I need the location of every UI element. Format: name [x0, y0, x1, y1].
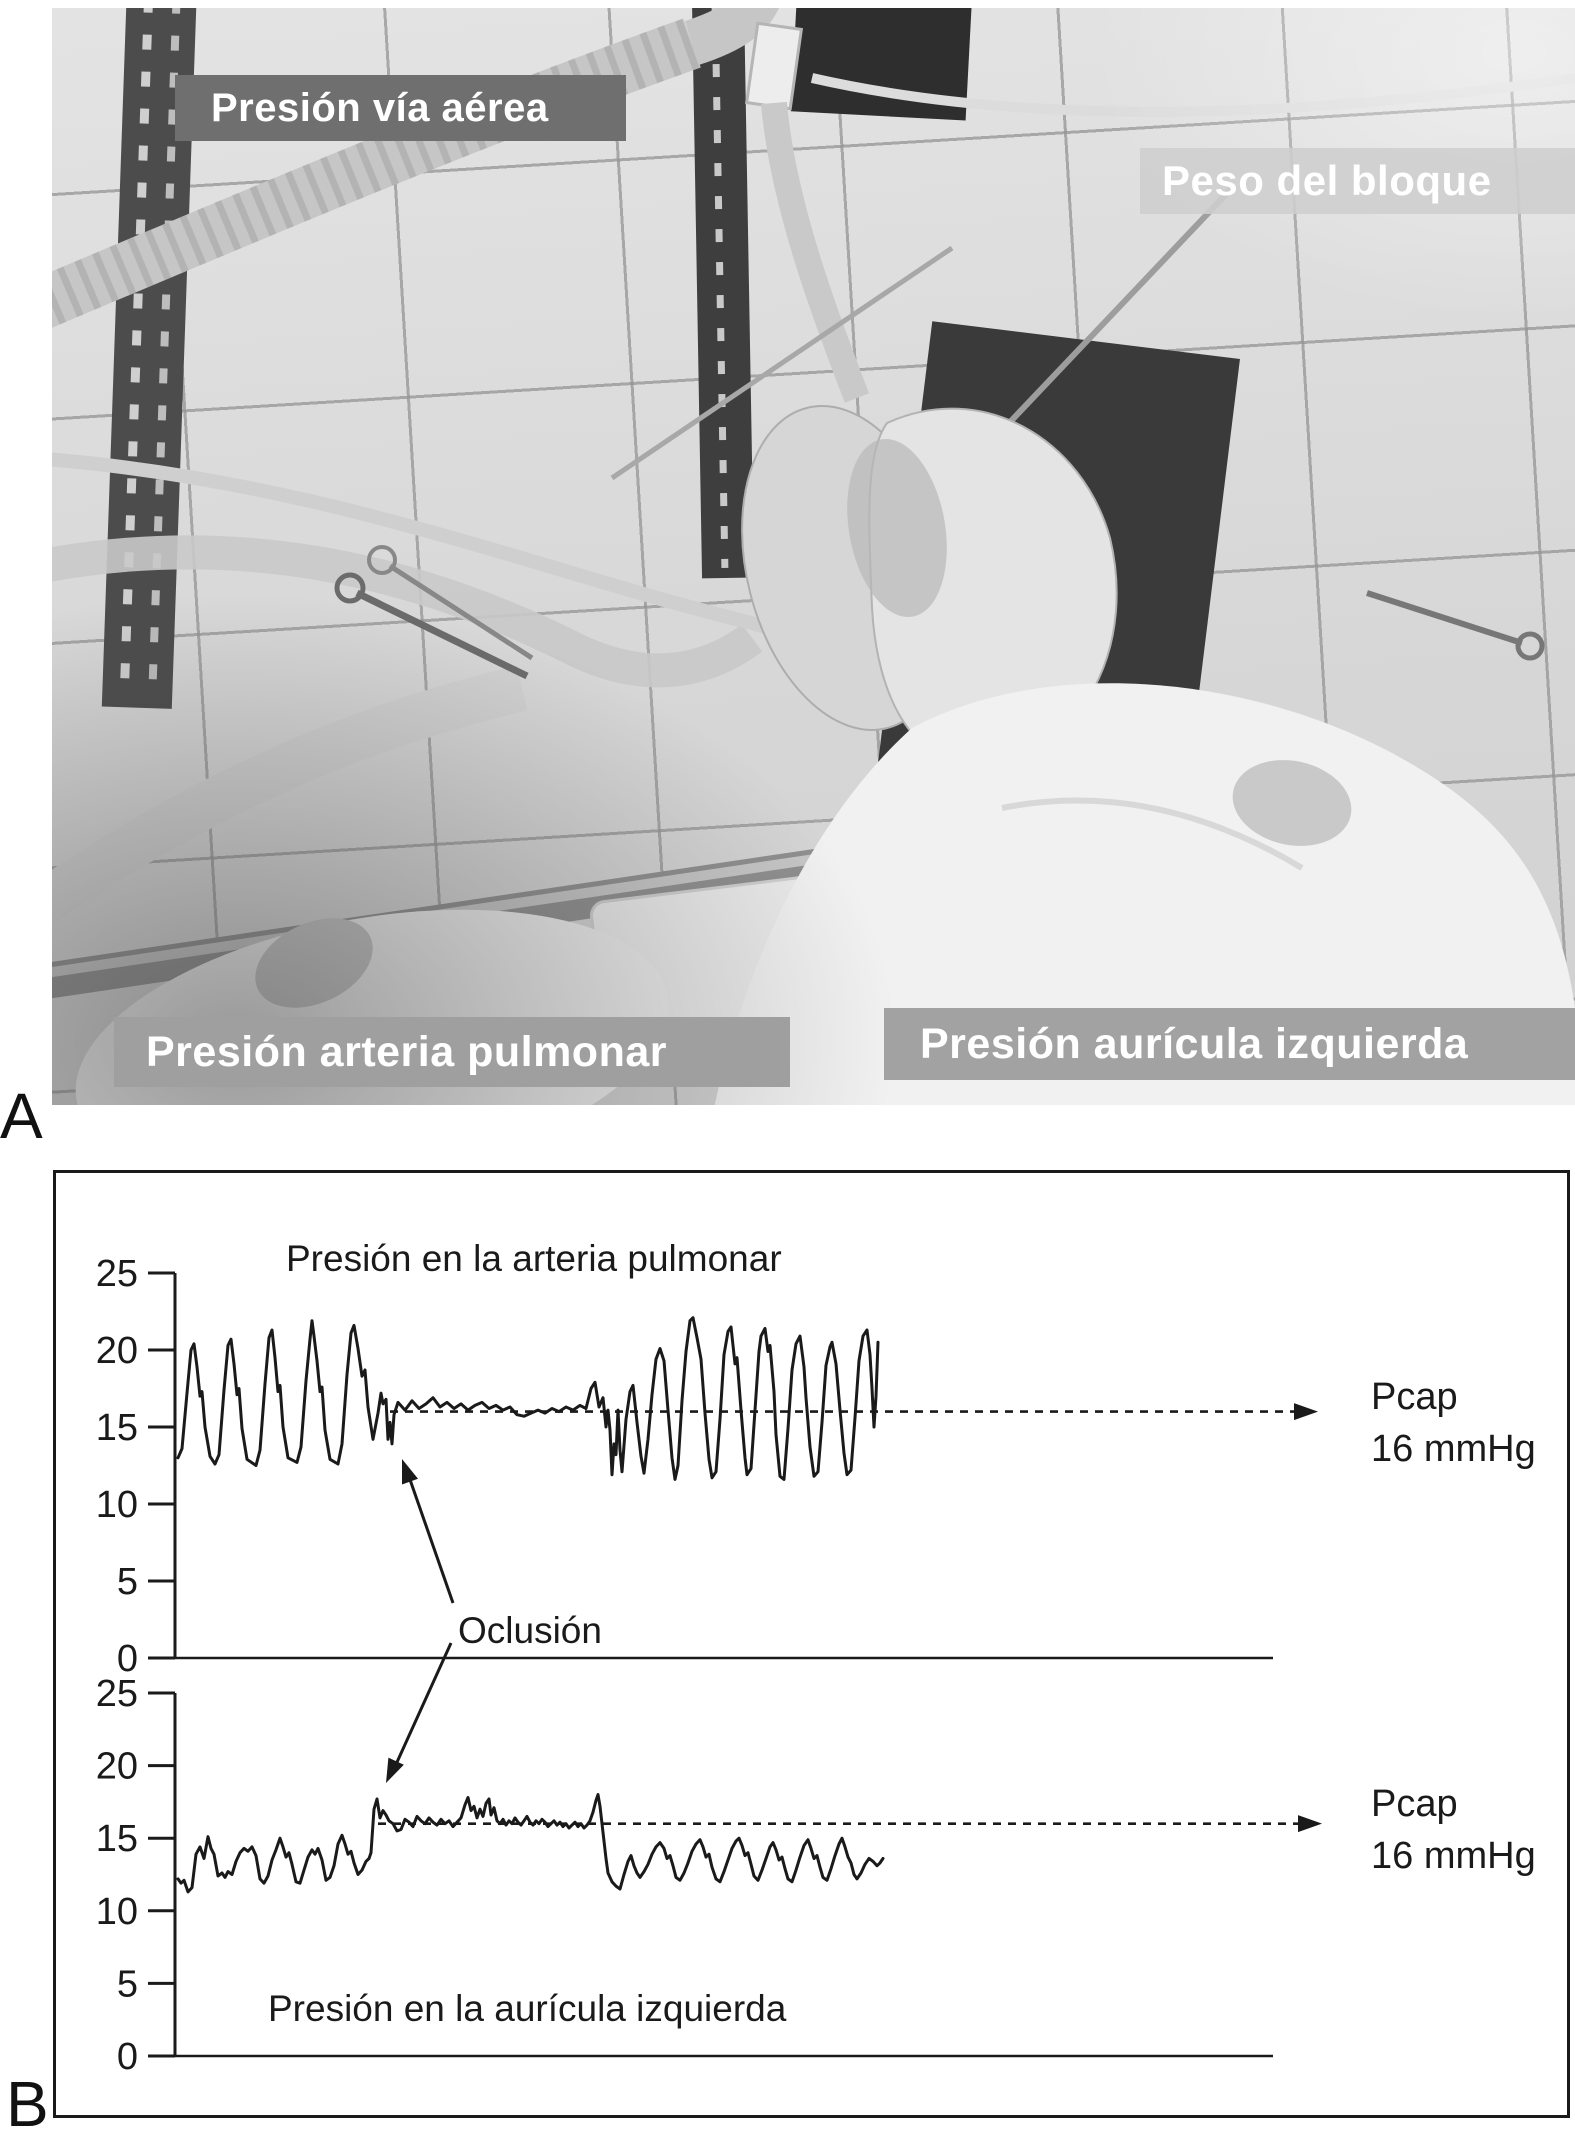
occlusion-arrowhead-0: [402, 1459, 419, 1485]
y-tick-label-0: 25: [96, 1253, 138, 1295]
tracings-panel: 25 20 15 10 5 0 Pcap 16 mmHg Presión en la arter…: [53, 1170, 1570, 2118]
pcap-arrowhead-0: [1294, 1403, 1318, 1421]
y-tick-label-1: 0: [117, 2036, 138, 2078]
panel-b-letter: B: [6, 2068, 49, 2140]
y-tick-label-1: 25: [96, 1673, 138, 1715]
y-tick-label-0: 10: [96, 1484, 138, 1526]
left-atrium-pressure-label-text: Presión aurícula izquierda: [920, 1019, 1469, 1068]
y-tick-label-0: 5: [117, 1561, 138, 1603]
occlusion-arrowhead-1: [386, 1757, 404, 1783]
occlusion-label: Oclusión: [458, 1610, 602, 1651]
pulmonary-artery-pressure-label: Presión arteria pulmonar: [114, 1017, 790, 1087]
experiment-photo: Presión vía aérea Peso del bloque Presió…: [52, 8, 1575, 1105]
occlusion-arrow-0: [405, 1470, 455, 1604]
y-tick-label-0: 0: [117, 1638, 138, 1680]
panel-a-letter: A: [0, 1080, 43, 1152]
airway-pressure-label: Presión vía aérea: [175, 75, 626, 141]
block-weight-label-text: Peso del bloque: [1162, 157, 1492, 204]
pcap-value-label-1: 16 mmHg: [1371, 1835, 1536, 1877]
occlusion-arrow-1: [391, 1642, 453, 1772]
chart-title-0: Presión en la arteria pulmonar: [286, 1238, 782, 1279]
y-tick-label-0: 15: [96, 1407, 138, 1449]
y-tick-label-0: 20: [96, 1330, 138, 1372]
pcap-arrowhead-1: [1298, 1815, 1322, 1833]
pcap-value-label-0: 16 mmHg: [1371, 1428, 1536, 1470]
block-weight-label: Peso del bloque: [1140, 148, 1575, 214]
y-tick-label-1: 5: [117, 1963, 138, 2005]
y-tick-label-1: 15: [96, 1818, 138, 1860]
waveform-1: [176, 1793, 885, 1894]
pcap-label-1: Pcap: [1371, 1783, 1458, 1825]
chart-title-1: Presión en la aurícula izquierda: [268, 1988, 787, 2029]
pressure-charts-svg: 25 20 15 10 5 0 Pcap 16 mmHg Presión en la arter…: [96, 1238, 1536, 2078]
waveform-0: [176, 1316, 880, 1481]
airway-pressure-label-text: Presión vía aérea: [211, 85, 549, 130]
pulmonary-artery-pressure-label-text: Presión arteria pulmonar: [146, 1027, 667, 1076]
pcap-label-0: Pcap: [1371, 1376, 1458, 1418]
left-atrium-pressure-label: Presión aurícula izquierda: [884, 1008, 1575, 1080]
y-tick-label-1: 20: [96, 1746, 138, 1788]
y-tick-label-1: 10: [96, 1891, 138, 1933]
